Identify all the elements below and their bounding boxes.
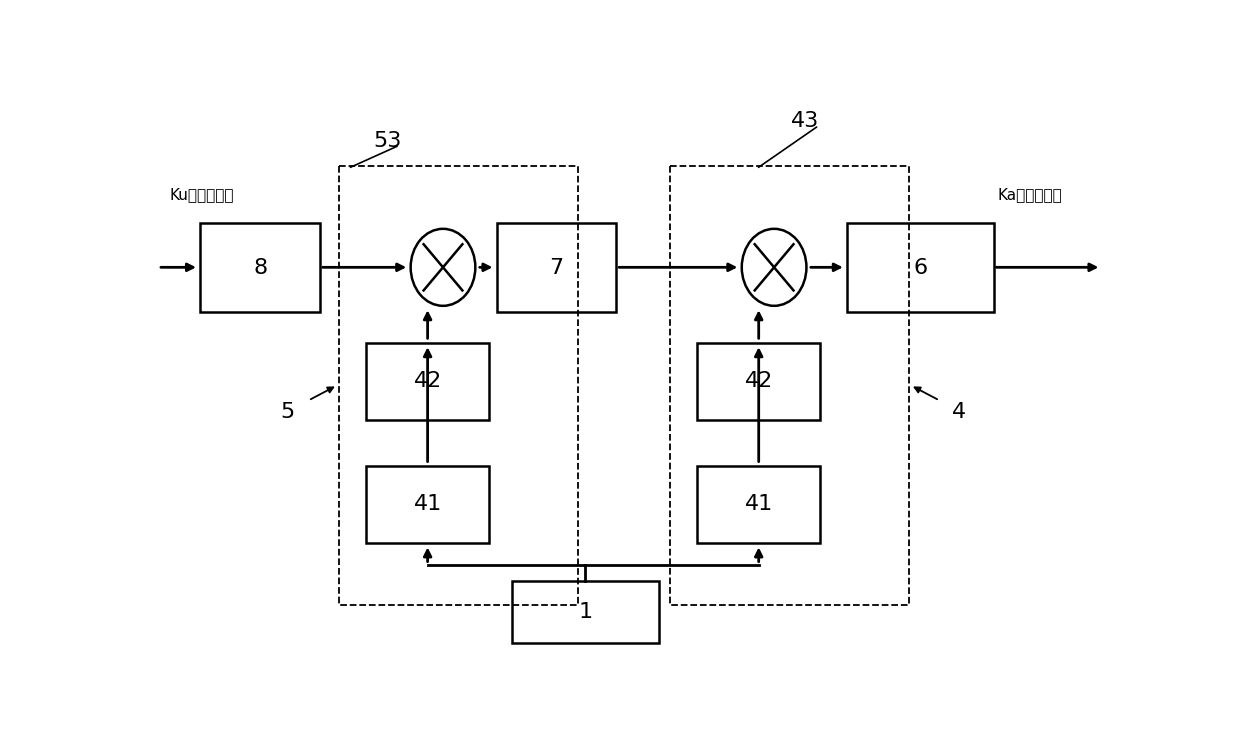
Bar	[366, 343, 490, 420]
Text: 4: 4	[952, 402, 966, 422]
Bar	[201, 223, 320, 312]
Text: 42: 42	[413, 371, 441, 391]
Text: 41: 41	[744, 494, 773, 514]
Text: 43: 43	[791, 111, 820, 131]
Text: 8: 8	[253, 258, 267, 278]
Bar	[512, 582, 658, 643]
Text: 41: 41	[413, 494, 441, 514]
Bar	[366, 466, 490, 543]
Ellipse shape	[742, 229, 806, 306]
Bar	[497, 223, 616, 312]
Text: 53: 53	[373, 131, 402, 151]
Text: Ku波段信号入: Ku波段信号入	[170, 188, 234, 202]
Bar	[339, 166, 578, 605]
Bar	[670, 166, 909, 605]
Ellipse shape	[410, 229, 475, 306]
Bar	[697, 343, 821, 420]
Bar	[847, 223, 993, 312]
Text: 7: 7	[549, 258, 564, 278]
Text: 1: 1	[578, 602, 593, 622]
Text: 6: 6	[914, 258, 928, 278]
Text: Ka波段信号出: Ka波段信号出	[997, 188, 1063, 202]
Bar	[697, 466, 821, 543]
Text: 5: 5	[280, 402, 295, 422]
Text: 42: 42	[744, 371, 773, 391]
